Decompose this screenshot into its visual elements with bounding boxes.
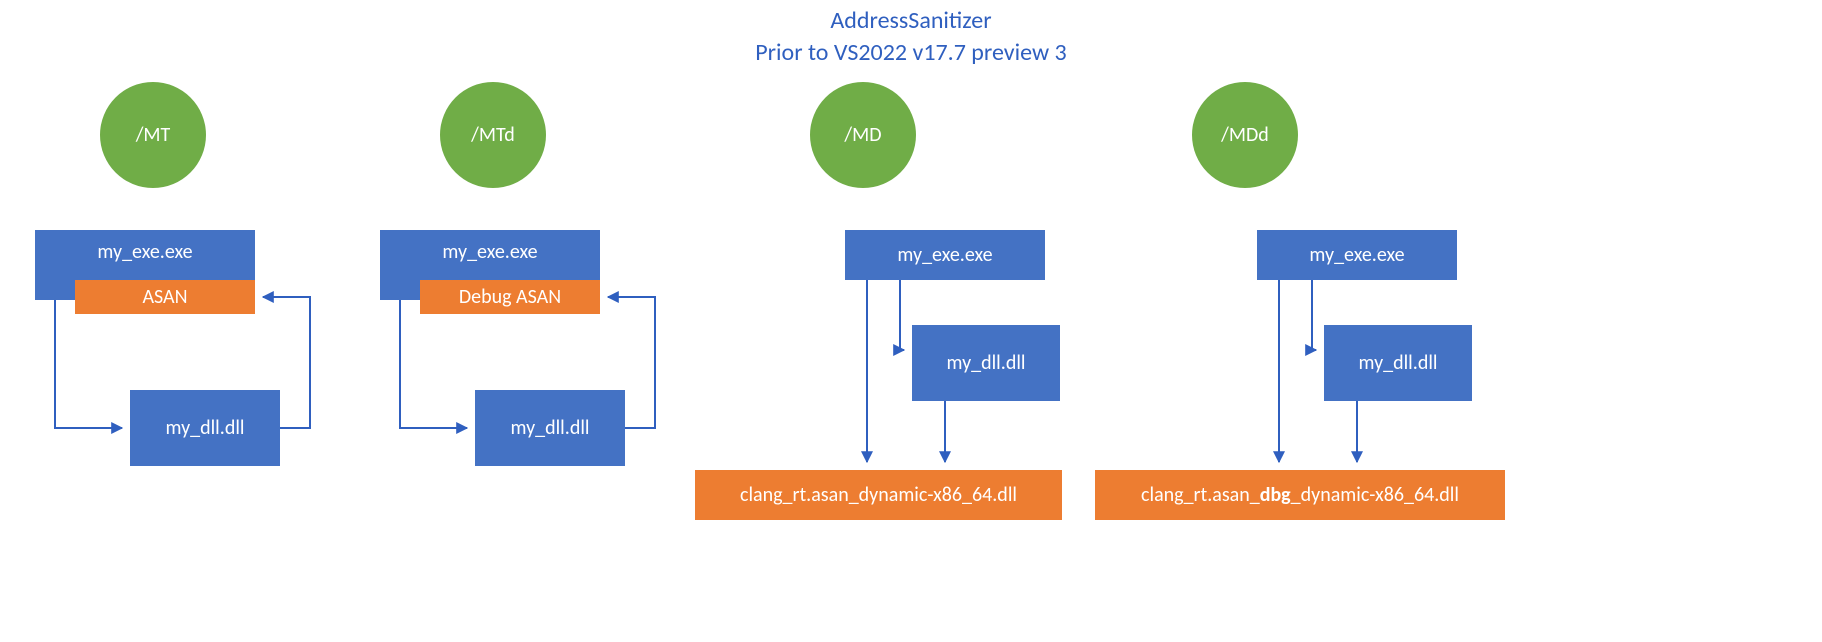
dll-box-mdd: my_dll.dll bbox=[1324, 325, 1472, 401]
asan-dll-label-part: clang_rt.asan_ bbox=[1141, 483, 1260, 507]
asan-dll-label-part: _dynamic-x86_64.dll bbox=[1291, 483, 1459, 507]
runtime-circle-mt: /MT bbox=[100, 82, 206, 188]
runtime-circle-mtd: /MTd bbox=[440, 82, 546, 188]
arrow-exe-to-dll-mdd bbox=[1312, 280, 1316, 350]
exe-box-mdd: my_exe.exe bbox=[1257, 230, 1457, 280]
asan-dll-box-md: clang_rt.asan_dynamic-x86_64.dll bbox=[695, 470, 1062, 520]
dll-box-md: my_dll.dll bbox=[912, 325, 1060, 401]
dll-box-mt: my_dll.dll bbox=[130, 390, 280, 466]
exe-box-md: my_exe.exe bbox=[845, 230, 1045, 280]
arrow-exe-to-dll-mtd bbox=[400, 300, 467, 428]
asan-dll-label-bold: dbg bbox=[1260, 483, 1291, 507]
arrow-exe-to-dll-mt bbox=[55, 300, 122, 428]
diagram-stage: AddressSanitizer Prior to VS2022 v17.7 p… bbox=[0, 0, 1822, 642]
asan-static-box-mtd: Debug ASAN bbox=[420, 280, 600, 314]
title-line-1: AddressSanitizer bbox=[0, 6, 1822, 35]
runtime-circle-md: /MD bbox=[810, 82, 916, 188]
arrow-exe-to-dll-md bbox=[900, 280, 904, 350]
dll-box-mtd: my_dll.dll bbox=[475, 390, 625, 466]
asan-static-box-mt: ASAN bbox=[75, 280, 255, 314]
title-line-2: Prior to VS2022 v17.7 preview 3 bbox=[0, 38, 1822, 67]
runtime-circle-mdd: /MDd bbox=[1192, 82, 1298, 188]
asan-dll-box-mdd: clang_rt.asan_dbg_dynamic-x86_64.dll bbox=[1095, 470, 1505, 520]
arrows-svg bbox=[0, 0, 1822, 642]
